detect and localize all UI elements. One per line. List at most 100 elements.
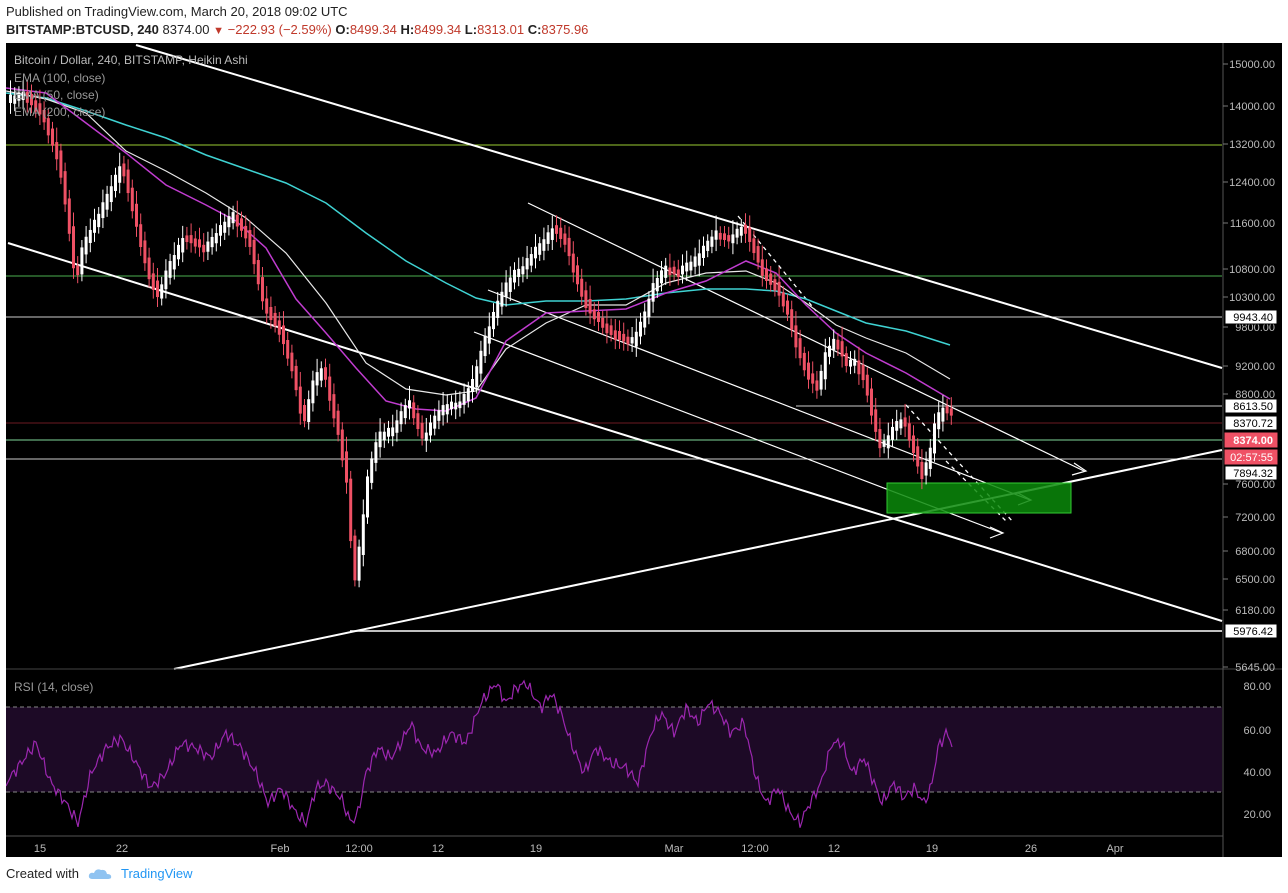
candle-up [832, 338, 836, 350]
price-tag-label: 02:57:55 [1230, 452, 1273, 464]
candle-up [109, 186, 113, 203]
time-tick-label: 19 [926, 843, 938, 855]
inner-channel-1[interactable] [527, 202, 1085, 472]
candle-up [366, 476, 369, 518]
rsi-tick-label: 40.00 [1243, 767, 1271, 779]
candle-down [34, 100, 38, 112]
candle-down [42, 109, 46, 123]
candle-up [164, 270, 168, 290]
price-tick-label: 15000.00 [1229, 59, 1275, 71]
time-tick-label: 12 [432, 843, 444, 855]
candle-up [160, 284, 164, 299]
channel-lower-line[interactable] [7, 242, 1223, 622]
candle-down [198, 239, 201, 248]
candle-down [727, 235, 731, 242]
candle-down [773, 279, 777, 291]
candle-down [151, 273, 155, 290]
candle-down [147, 257, 151, 280]
candle-down [676, 269, 680, 278]
candle-down [798, 338, 802, 359]
channel-upper-line[interactable] [135, 44, 1223, 369]
price-tag-label: 8374.00 [1233, 435, 1273, 447]
candle-up [479, 350, 483, 374]
cloud-logo-icon [88, 868, 112, 879]
candle-down [903, 417, 907, 427]
candle-down [580, 278, 584, 297]
price-tick-label: 9200.00 [1235, 361, 1275, 373]
close-value: 8375.96 [541, 22, 589, 37]
candle-up [80, 247, 84, 275]
candle-down [786, 300, 789, 315]
candle-up [378, 431, 382, 448]
inner-channel-2[interactable] [487, 289, 1031, 501]
price-tag-box [1224, 309, 1278, 325]
time-tick-label: Apr [1106, 843, 1123, 855]
candle-down [592, 309, 596, 320]
candle-up [458, 401, 462, 409]
candle-up [828, 345, 831, 357]
candle-up [517, 268, 521, 277]
dashed-projection-2 [905, 404, 1015, 524]
ema-200-line [5, 92, 951, 346]
rsi-axis[interactable]: 80.00 60.00 40.00 20.00 [1243, 681, 1271, 821]
candle-up [487, 326, 491, 344]
candle-up [357, 546, 361, 581]
time-tick-label: 22 [116, 843, 128, 855]
candle-up [521, 266, 525, 275]
candle-down [559, 227, 563, 239]
candle-down [878, 429, 882, 449]
candle-down [38, 103, 42, 115]
candle-down [72, 226, 75, 269]
created-with-label: Created with [6, 866, 79, 881]
candle-down [752, 238, 756, 254]
candle-up [445, 404, 449, 415]
time-tick-label: Feb [271, 843, 290, 855]
candle-up [483, 335, 487, 357]
candle-down [571, 253, 575, 273]
price-tick-label: 13200.00 [1229, 139, 1275, 151]
price-tick-label: 8800.00 [1235, 389, 1275, 401]
candle-down [618, 331, 621, 341]
price-tag-label: 8370.72 [1233, 418, 1273, 430]
time-axis[interactable]: 15 22 Feb 12:00 12 19 Mar 12:00 12 19 26 Apr [34, 843, 1124, 855]
candle-up [819, 370, 823, 390]
candle-down [63, 171, 67, 205]
candle-down [588, 299, 592, 314]
candle-up [651, 283, 655, 302]
inner-channel-1-arrow [1071, 462, 1088, 476]
candle-down [807, 362, 810, 380]
candle-up [84, 236, 88, 255]
target-zone[interactable] [886, 482, 1072, 514]
candle-up [454, 402, 458, 410]
price-tick-label: 6500.00 [1235, 574, 1275, 586]
chart-svg[interactable]: Bitcoin / Dollar, 240, BITSTAMP, Heikin … [5, 43, 1282, 857]
candle-down [46, 118, 50, 136]
symbol-line: BITSTAMP:BTCUSD, 240 8374.00 ▼ −222.93 (… [6, 22, 588, 37]
candle-up [471, 379, 474, 393]
candle-up [895, 421, 899, 431]
candle-down [412, 402, 416, 419]
candle-up [639, 321, 642, 337]
candle-up [492, 311, 495, 330]
candle-down [416, 413, 420, 430]
candle-down [626, 336, 630, 345]
candle-up [508, 277, 512, 292]
ema200-label: EMA (200, close) [14, 105, 105, 119]
candle-down [584, 290, 588, 309]
tradingview-brand[interactable]: TradingView [120, 866, 193, 881]
price-tick-label: 9800.00 [1235, 322, 1275, 334]
price-axis[interactable]: 15000.00 14000.00 13200.00 12400.00 11600.00… [1223, 59, 1275, 674]
candle-down [420, 422, 424, 439]
candle-up [525, 258, 529, 270]
candles-group [9, 79, 953, 588]
close-label: C: [527, 22, 542, 37]
chart-area[interactable]: Bitcoin / Dollar, 240, BITSTAMP, Heikin … [5, 43, 1282, 857]
candle-up [933, 423, 936, 454]
low-value: 8313.01 [477, 22, 525, 37]
price-tag-label: 5976.42 [1233, 626, 1273, 638]
candle-up [114, 174, 117, 191]
time-tick-label: 12 [828, 843, 840, 855]
time-tick-label: Mar [665, 843, 684, 855]
candle-down [185, 235, 189, 243]
candle-up [702, 245, 705, 258]
